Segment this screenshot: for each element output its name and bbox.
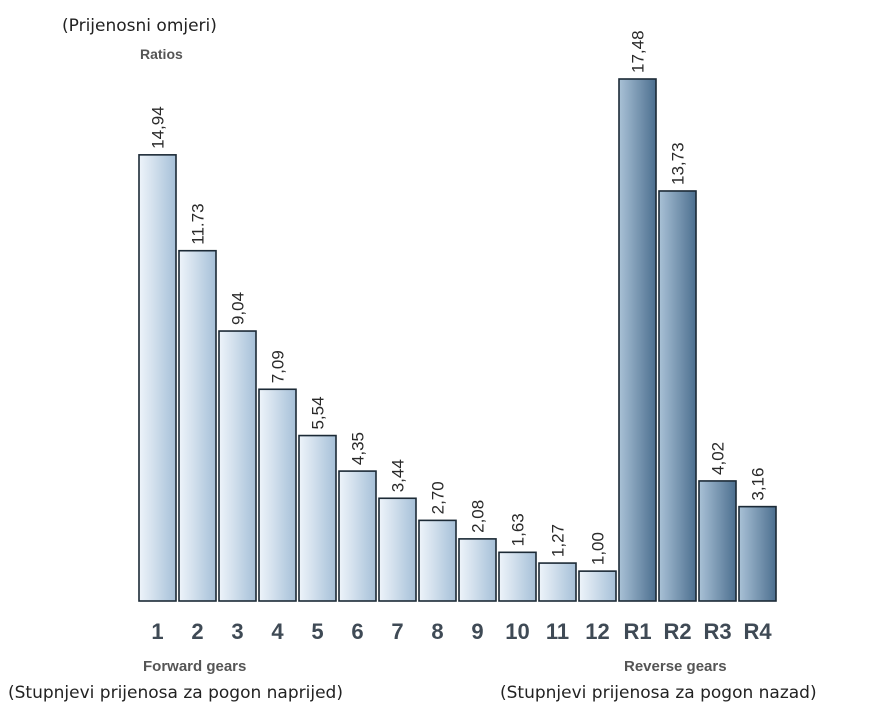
category-label-R3: R3 [703,619,731,644]
value-label-4: 7,09 [269,350,288,383]
value-label-R4: 3,16 [749,468,768,501]
bar-R4 [738,505,777,602]
category-label-12: 12 [585,619,609,644]
category-label-5: 5 [311,619,323,644]
bar-5 [298,434,337,602]
forward-gears-translation: (Stupnjevi prijenosa za pogon naprijed) [8,683,343,703]
category-label-4: 4 [271,619,284,644]
category-label-9: 9 [471,619,483,644]
value-label-1: 14,94 [149,106,168,149]
y-axis-label: Ratios [140,46,183,62]
bar-11 [538,562,577,602]
bar-12 [578,570,617,602]
category-label-R1: R1 [623,619,651,644]
category-labels-group: 1 2 3 4 5 6 7 8 9 10 11 12 R1 R2 R3 R4 [151,619,772,644]
y-axis-label-translation: (Prijenosni omjeri) [62,16,217,36]
value-label-3: 9,04 [229,292,248,325]
category-label-1: 1 [151,619,163,644]
bar-10 [498,551,537,602]
value-label-7: 3,44 [389,459,408,492]
bar-6 [338,470,377,602]
category-label-11: 11 [546,619,569,644]
bar-R1 [618,78,657,602]
value-label-R1: 17,48 [629,30,648,73]
value-label-11: 1,27 [549,524,568,557]
bar-4 [258,388,297,602]
category-label-2: 2 [191,619,203,644]
category-label-7: 7 [391,619,403,644]
reverse-gears-label: Reverse gears [624,658,727,675]
value-label-10: 1,63 [509,513,528,546]
value-label-6: 4,35 [349,432,368,465]
bar-1 [138,154,177,602]
value-label-R2: 13,73 [669,142,688,185]
bar-9 [458,538,497,602]
category-label-10: 10 [505,619,529,644]
forward-gears-label: Forward gears [143,658,247,675]
bar-R3 [698,480,737,602]
bar-8 [418,519,457,602]
value-label-R3: 4,02 [709,442,728,475]
category-label-8: 8 [431,619,443,644]
value-label-9: 2,08 [469,500,488,533]
bar-3 [218,330,257,602]
value-labels-group: 14,94 11.73 9,04 7,09 5,54 4,35 3,44 2,70 2,08 1,… [149,30,768,565]
value-label-12: 1,00 [589,532,608,565]
category-label-6: 6 [351,619,363,644]
bar-R2 [658,190,697,602]
reverse-gears-translation: (Stupnjevi prijenosa za pogon nazad) [500,683,817,703]
category-label-3: 3 [231,619,243,644]
category-label-R2: R2 [663,619,691,644]
bars-group [138,78,777,602]
category-label-R4: R4 [743,619,772,644]
value-label-8: 2,70 [429,481,448,514]
bar-2 [178,249,217,602]
value-label-2: 11.73 [189,203,208,244]
bar-7 [378,497,417,602]
value-label-5: 5,54 [309,396,328,429]
